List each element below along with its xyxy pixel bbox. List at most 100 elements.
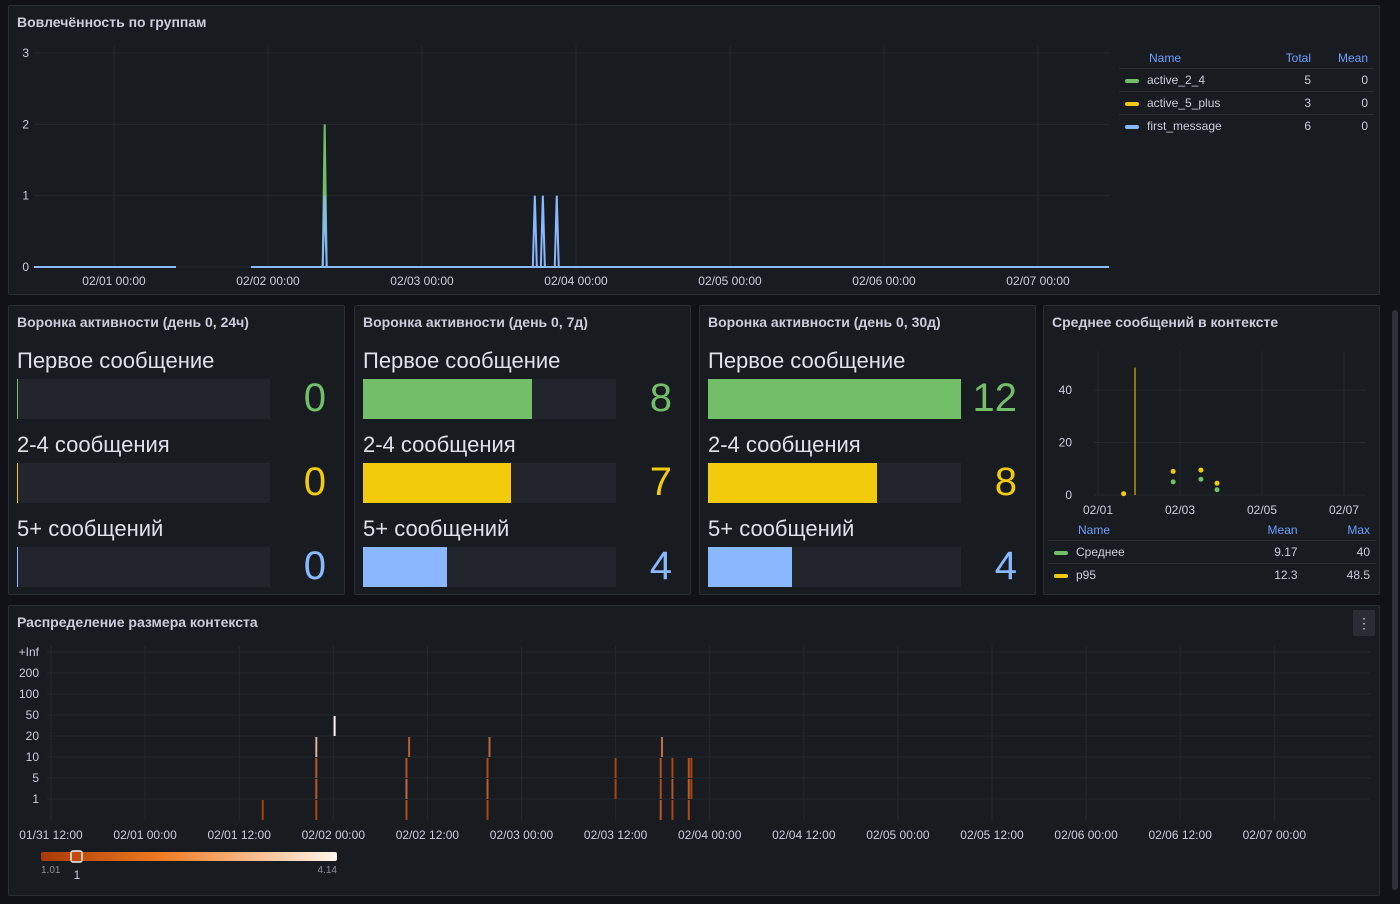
heatmap-cell — [486, 800, 489, 820]
gauge-bar — [17, 379, 270, 419]
heatmap-cell — [486, 758, 489, 778]
series-color-swatch — [1125, 124, 1139, 129]
gauge-bar-fill — [708, 463, 877, 503]
legend-row[interactable]: p95 12.3 48.5 — [1048, 563, 1376, 586]
x-tick-label: 02/07 — [1329, 503, 1359, 517]
heatmap-cell — [405, 758, 408, 778]
gauge-value: 12 — [972, 376, 1018, 420]
gauge-bar-fill — [708, 547, 793, 587]
legend-name: active_2_4 — [1147, 73, 1206, 87]
panel-title: Воронка активности (день 0, 30д) — [708, 314, 941, 330]
x-tick-label: 02/01 00:00 — [82, 274, 146, 288]
gauge-bar-fill — [363, 463, 511, 503]
x-tick-label: 02/03 00:00 — [390, 274, 454, 288]
gauge-bar-fill — [708, 379, 961, 419]
x-tick-label: 02/05 00:00 — [698, 274, 762, 288]
context-mean-chart[interactable]: 0 20 40 02/01 02/03 02/05 02/07 — [1044, 306, 1381, 521]
spike-first_message — [531, 195, 538, 268]
y-tick-label: 3 — [22, 46, 29, 60]
gauge-bar-fill — [17, 547, 18, 587]
legend-mean: 0 — [1317, 68, 1374, 92]
heatmap-cell — [486, 779, 489, 799]
scale-max-label: 4.14 — [318, 865, 338, 876]
y-tick-label: 0 — [22, 260, 29, 274]
gauge-label: 5+ сообщений — [17, 516, 164, 541]
y-tick-label: 100 — [19, 687, 39, 701]
x-tick-label: 01/31 12:00 — [19, 828, 83, 842]
gauge-bar-fill — [363, 547, 448, 587]
heatmap-cell — [315, 800, 318, 820]
heatmap-cell — [687, 779, 690, 799]
legend-max: 48.5 — [1303, 563, 1376, 586]
y-tick-label: 5 — [32, 771, 39, 785]
panel-title: Среднее сообщений в контексте — [1052, 314, 1279, 330]
y-tick-label: 0 — [1065, 488, 1072, 502]
legend-header-max[interactable]: Max — [1347, 523, 1370, 537]
y-tick-label: 10 — [26, 750, 40, 764]
x-tick-label: 02/02 00:00 — [302, 828, 366, 842]
gauge-value: 7 — [649, 460, 672, 504]
gauge-label: 5+ сообщений — [363, 516, 510, 541]
context-mean-panel: Среднее сообщений в контексте 0 20 40 02/01… — [1043, 305, 1380, 595]
heatmap-cell — [315, 758, 318, 778]
gauge-label: Первое сообщение — [363, 348, 561, 373]
x-tick-label: 02/02 12:00 — [396, 828, 460, 842]
heatmap-cell — [333, 716, 336, 736]
y-tick-label: 20 — [26, 729, 40, 743]
legend-name: p95 — [1076, 568, 1097, 582]
heatmap-cell — [659, 800, 662, 820]
legend-header-name[interactable]: Name — [1149, 51, 1182, 65]
gauge-bar-fill — [17, 463, 18, 503]
gauge-bar-fill — [363, 379, 532, 419]
x-tick-label: 02/01 00:00 — [113, 828, 177, 842]
gauge-label: 2-4 сообщения — [363, 432, 516, 457]
gauge-value: 0 — [303, 460, 326, 504]
x-tick-label: 02/04 00:00 — [544, 274, 608, 288]
scrollbar[interactable] — [1392, 310, 1398, 890]
y-tick-label: 50 — [26, 708, 40, 722]
spike-first_message — [553, 195, 560, 268]
x-tick-label: 02/03 — [1165, 503, 1195, 517]
x-tick-label: 02/03 12:00 — [584, 828, 648, 842]
legend-total: 5 — [1266, 68, 1317, 92]
legend-header-name[interactable]: Name — [1078, 523, 1111, 537]
heatmap-chart[interactable]: 1 5 10 20 50 100 200 +Inf 01/31 12:00 02/01 00:00… — [9, 606, 1381, 897]
scale-marker-label: 1 — [74, 868, 81, 882]
funnel-panel: Воронка активности (день 0, 7д) Первое со… — [354, 305, 691, 595]
engagement-chart[interactable]: 0 1 2 3 02/01 00:00 02/02 00:00 02/03 00:00 02/… — [9, 6, 1119, 296]
engagement-panel: Вовлечённость по группам 0 1 2 3 02/01 00:00… — [8, 5, 1380, 295]
heatmap-cell — [315, 779, 318, 799]
heatmap-cell — [687, 758, 690, 778]
legend-mean: 0 — [1317, 91, 1374, 115]
gauge-bar — [363, 463, 616, 503]
y-tick-label: 200 — [19, 666, 39, 680]
point-p95 — [1170, 468, 1176, 474]
y-tick-label: +Inf — [19, 645, 40, 659]
point-Среднее — [1214, 487, 1220, 493]
legend-header-mean[interactable]: Mean — [1337, 51, 1368, 65]
engagement-legend: Name Total Mean active_2_4 5 0 active_5_plus 3… — [1119, 48, 1374, 137]
legend-row[interactable]: active_2_4 5 0 — [1119, 68, 1374, 92]
x-tick-label: 02/07 00:00 — [1243, 828, 1307, 842]
x-tick-label: 02/03 00:00 — [490, 828, 554, 842]
series-color-swatch — [1125, 101, 1139, 106]
gauge-bar — [17, 463, 270, 503]
legend-name: active_5_plus — [1147, 96, 1221, 110]
gauge-bar — [708, 379, 961, 419]
legend-header-total[interactable]: Total — [1285, 51, 1311, 65]
legend-row[interactable]: active_5_plus 3 0 — [1119, 91, 1374, 115]
gauge-bar — [363, 547, 616, 587]
gauge-bar-fill — [17, 379, 18, 419]
heatmap-cell — [315, 737, 318, 757]
heatmap-cell — [408, 737, 411, 757]
legend-header-mean[interactable]: Mean — [1267, 523, 1298, 537]
legend-row[interactable]: first_message 6 0 — [1119, 114, 1374, 137]
panel-title: Воронка активности (день 0, 7д) — [363, 314, 588, 330]
heatmap-cell — [690, 779, 693, 799]
context-mean-legend: Name Mean Max Среднее 9.17 40 p95 12.3 48.5 — [1048, 520, 1376, 586]
funnel-panel: Воронка активности (день 0, 24ч) Первое с… — [8, 305, 345, 595]
gauge-bar — [363, 379, 616, 419]
legend-row[interactable]: Среднее 9.17 40 — [1048, 540, 1376, 564]
x-tick-label: 02/01 12:00 — [207, 828, 271, 842]
kebab-menu-icon[interactable]: ⋮ — [1353, 610, 1375, 636]
